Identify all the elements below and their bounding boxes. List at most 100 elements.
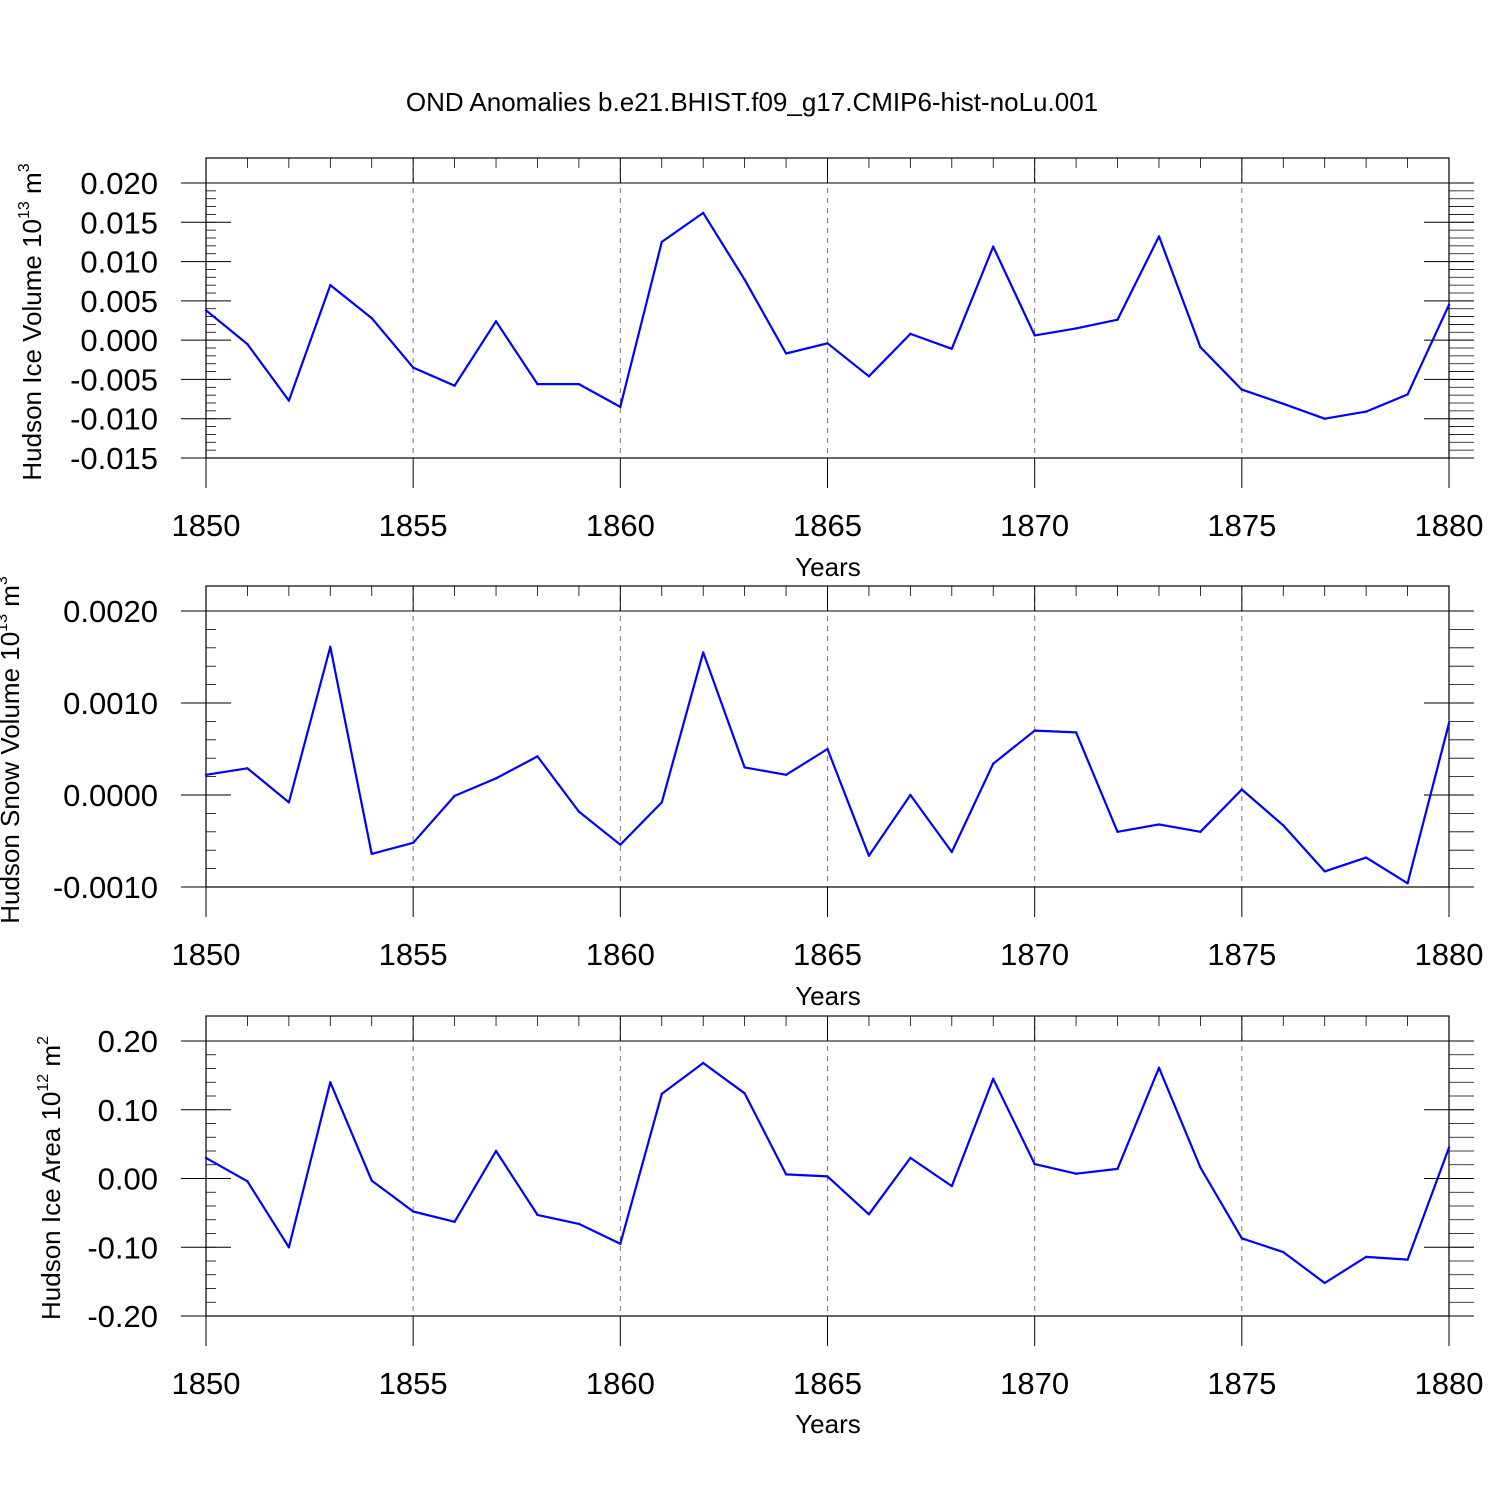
y-tick-label: 0.20 <box>98 1024 158 1059</box>
y-tick-label: 0.0010 <box>63 686 158 721</box>
data-point <box>1406 882 1409 885</box>
data-point <box>826 747 829 751</box>
data-point <box>1364 1255 1368 1259</box>
ice-volume-panel: Years Hudson Ice Volume 1013 m3 1850 1855… <box>16 157 1483 582</box>
data-point <box>1282 402 1285 405</box>
data-point <box>1323 1281 1326 1285</box>
x-tick-label: 1875 <box>1207 1366 1276 1401</box>
data-point <box>1199 830 1202 833</box>
y-tick-label: 0.005 <box>80 284 158 319</box>
x-tick-label: 1865 <box>793 937 862 972</box>
data-point <box>536 1213 539 1217</box>
data-point <box>660 1092 663 1096</box>
data-point <box>329 645 332 649</box>
data-point <box>411 366 415 369</box>
data-point <box>1364 856 1368 859</box>
y-tick-label: 0.015 <box>80 205 158 240</box>
x-tick-label: 1875 <box>1207 508 1276 543</box>
data-point <box>246 1180 249 1183</box>
data-point <box>1199 346 1202 349</box>
data-point <box>1240 788 1244 791</box>
data-point <box>660 240 663 244</box>
data-point <box>246 342 249 346</box>
data-point <box>1240 1237 1244 1240</box>
data-point <box>411 1210 415 1213</box>
data-point <box>287 801 291 804</box>
data-point <box>702 1061 705 1065</box>
data-point <box>1364 410 1368 413</box>
data-point <box>453 794 456 798</box>
data-point <box>1033 334 1036 337</box>
y-tick-label: -0.0010 <box>53 870 158 905</box>
data-point <box>577 1222 581 1226</box>
y-tick-label: 0.00 <box>98 1162 158 1197</box>
data-point <box>867 375 871 378</box>
x-tick-label: 1870 <box>1000 937 1069 972</box>
x-tick-label: 1870 <box>1000 1366 1069 1401</box>
y-tick-label: 0.0020 <box>63 594 158 629</box>
data-point <box>1157 1066 1161 1070</box>
data-point <box>536 755 539 758</box>
data-point <box>246 767 249 770</box>
y-tick-label: 0.10 <box>98 1093 158 1128</box>
y-tick-label: -0.20 <box>87 1299 158 1334</box>
y-tick-label: -0.015 <box>70 441 158 476</box>
data-point <box>702 211 705 215</box>
data-point <box>1282 824 1285 827</box>
data-point <box>1116 830 1119 833</box>
data-point <box>370 316 373 320</box>
data-point <box>1447 722 1451 725</box>
data-point <box>950 850 953 854</box>
data-point <box>577 810 581 813</box>
data-point <box>950 347 953 350</box>
x-axis-label: Years <box>795 981 861 1011</box>
data-point <box>204 1156 208 1160</box>
data-point <box>992 1077 995 1081</box>
data-point <box>204 309 208 312</box>
data-point <box>1406 393 1409 396</box>
data-point <box>494 1149 498 1153</box>
x-axis-label: Years <box>795 552 861 582</box>
x-tick-label: 1865 <box>793 1366 862 1401</box>
data-point <box>329 1081 332 1084</box>
data-point <box>1447 303 1451 306</box>
x-tick-label: 1855 <box>379 1366 448 1401</box>
data-point <box>1074 731 1078 734</box>
y-tick-label: 0.000 <box>80 323 158 358</box>
x-tick-label: 1850 <box>172 1366 241 1401</box>
data-point <box>494 320 498 323</box>
data-point <box>784 352 788 355</box>
data-point <box>287 399 291 402</box>
data-point <box>1447 1146 1451 1149</box>
series-line <box>205 211 1450 420</box>
data-point <box>784 1173 788 1176</box>
data-point <box>826 1175 829 1178</box>
x-tick-label: 1860 <box>586 508 655 543</box>
data-point <box>204 773 208 776</box>
data-point <box>1116 1167 1119 1171</box>
data-point <box>1074 327 1078 330</box>
data-point <box>909 793 912 797</box>
data-point <box>992 762 995 765</box>
data-point <box>411 841 415 845</box>
data-point <box>1116 318 1119 321</box>
data-point <box>1157 823 1161 826</box>
data-point <box>826 342 829 345</box>
data-point <box>743 1092 746 1095</box>
data-point <box>619 405 622 409</box>
y-tick-label: -0.10 <box>87 1230 158 1265</box>
y-axis-label: Hudson Snow Volume 1013 m3 <box>0 576 25 924</box>
data-point <box>1157 235 1161 238</box>
y-axis-label: Hudson Ice Area 1012 m2 <box>35 1036 66 1320</box>
data-point <box>867 854 871 857</box>
snow-volume-panel: Years Hudson Snow Volume 1013 m3 1850 185… <box>0 576 1483 1011</box>
y-tick-label: 0.0000 <box>63 778 158 813</box>
data-point <box>992 245 995 248</box>
x-tick-label: 1880 <box>1415 1366 1484 1401</box>
data-point <box>1240 388 1244 391</box>
data-point <box>453 1220 456 1224</box>
x-axis-label: Years <box>795 1409 861 1439</box>
data-point <box>1033 729 1036 732</box>
data-point <box>660 801 663 804</box>
data-point <box>1282 1250 1285 1254</box>
